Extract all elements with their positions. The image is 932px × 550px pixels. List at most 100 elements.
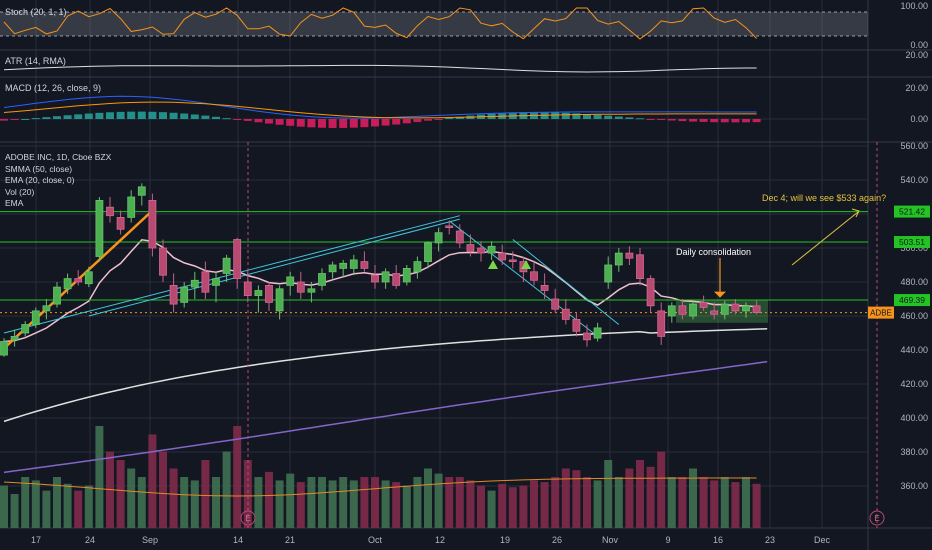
time-axis-tick: Dec <box>814 535 831 545</box>
candle-body <box>10 335 19 341</box>
candle-body <box>286 276 295 286</box>
candle-body <box>625 252 634 259</box>
volume-bar <box>477 485 485 528</box>
macd-histogram-bar <box>402 119 411 124</box>
ema20-legend: EMA (20, close, 0) <box>5 175 75 185</box>
macd-histogram-bar <box>445 118 454 120</box>
time-axis-tick: 16 <box>713 535 723 545</box>
candle-body <box>243 281 252 297</box>
candle-body <box>360 261 369 269</box>
volume-bar <box>63 483 72 528</box>
time-axis-tick: 23 <box>765 535 775 545</box>
macd-histogram-bar <box>21 119 30 120</box>
candle-body <box>318 273 326 286</box>
macd-histogram-bar <box>307 119 316 128</box>
volume-bar <box>593 480 602 528</box>
macd-histogram-bar <box>137 111 146 119</box>
candle-body <box>381 271 390 283</box>
consolidation-annotation: Daily consolidation <box>676 247 752 257</box>
volume-bar <box>95 426 104 528</box>
consolidation-arrowhead <box>714 291 726 298</box>
macd-histogram-bar <box>254 119 263 123</box>
volume-bar <box>424 468 432 528</box>
volume-bar <box>42 490 51 528</box>
candle-body <box>116 216 125 230</box>
volume-bar <box>752 483 761 528</box>
candle-body <box>265 284 273 303</box>
macd-histogram-bar <box>699 119 708 122</box>
candle-body <box>222 257 231 274</box>
time-axis-tick: 19 <box>500 535 510 545</box>
volume-bar <box>307 477 316 528</box>
time-axis-tick: Oct <box>368 535 383 545</box>
volume-bar <box>21 477 30 528</box>
candle-body <box>434 232 443 244</box>
volume-bar <box>180 477 189 528</box>
price-axis-tick: 460.00 <box>900 311 928 321</box>
level-label-box <box>894 236 930 249</box>
volume-bar <box>434 473 443 528</box>
candle-body <box>63 278 72 290</box>
macd-histogram-bar <box>233 119 242 120</box>
volume-bar <box>657 451 666 528</box>
smma-line <box>3 328 768 423</box>
macd-histogram-bar <box>318 119 326 128</box>
macd-histogram-bar <box>720 119 729 123</box>
macd-histogram-bar <box>572 113 581 119</box>
macd-histogram-bar <box>349 119 358 128</box>
volume-bar <box>498 483 507 528</box>
macd-histogram-bar <box>678 119 687 122</box>
symbol-tag-box <box>868 306 894 319</box>
macd-histogram-bar <box>381 119 390 126</box>
candle-body <box>275 288 284 312</box>
macd-histogram-bar <box>689 119 697 122</box>
macd-histogram-bar <box>275 119 284 125</box>
candle-body <box>710 310 719 315</box>
volume-bar <box>371 477 379 528</box>
macd-histogram-bar <box>742 119 750 123</box>
candle-body <box>424 242 432 262</box>
macd-histogram-bar <box>667 119 676 121</box>
macd-histogram-bar <box>371 119 379 127</box>
volume-bar <box>265 471 273 528</box>
volume-bar <box>243 460 252 528</box>
candle-body <box>614 252 623 266</box>
candle-body <box>31 310 40 325</box>
volume-bar <box>275 480 284 528</box>
earnings-marker <box>240 510 256 526</box>
volume-bar <box>731 482 740 528</box>
macd-histogram-bar <box>339 119 348 128</box>
macd-histogram-bar <box>169 112 178 119</box>
earnings-marker-label: E <box>245 514 250 523</box>
time-axis-tick: Nov <box>602 535 619 545</box>
candle-body <box>752 305 761 313</box>
stoch-line <box>3 7 757 40</box>
question-annotation: Dec 4; will we see $533 again? <box>762 193 887 203</box>
volume-bar <box>296 482 305 528</box>
candle-body <box>371 274 379 283</box>
macd-histogram-bar <box>434 119 443 120</box>
price-axis-tick: 400.00 <box>900 413 928 423</box>
channel-upper-line <box>3 215 460 334</box>
volume-bar <box>636 460 644 528</box>
volume-bar <box>466 480 475 528</box>
smma-legend: SMMA (50, close) <box>5 163 73 174</box>
macd-histogram-bar <box>222 118 231 120</box>
volume-bar <box>561 468 570 528</box>
candle-body <box>561 308 570 320</box>
macd-histogram-bar <box>212 116 220 119</box>
macd-histogram-bar <box>63 115 72 119</box>
volume-bar <box>360 477 369 528</box>
atr-line <box>3 64 757 73</box>
volume-bar <box>646 466 655 528</box>
candle-body <box>678 305 687 315</box>
time-axis-tick: 9 <box>665 535 670 545</box>
volume-bar <box>402 485 411 528</box>
volume-bar <box>720 477 729 528</box>
volume-bar <box>116 460 125 528</box>
volume-bar <box>10 494 19 528</box>
candle-body <box>540 284 549 291</box>
volume-bar <box>530 480 538 528</box>
symbol-tag: ADBE <box>870 309 892 318</box>
